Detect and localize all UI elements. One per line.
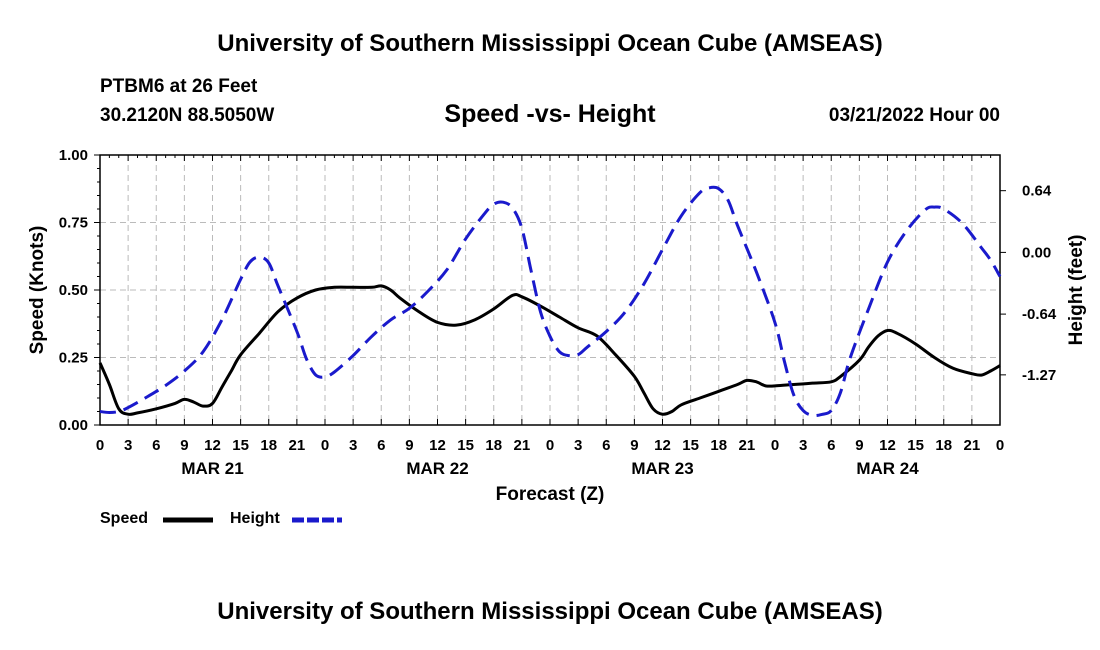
axes-layer: 0 3 6 9 12 15 18 21 0 3 6 9 12 15 18 21 0 3 6 9 12 15 18 21 0 3 6 9… [59, 147, 1057, 478]
x-tick-label: 12 [429, 437, 446, 454]
x-tick-label: 18 [485, 437, 502, 454]
x-tick-label: 18 [710, 437, 727, 454]
x-tick-label: 15 [907, 437, 924, 454]
x-tick-label: 18 [260, 437, 277, 454]
x-tick-label: 12 [879, 437, 896, 454]
y-left-tick-label: 1.00 [59, 147, 88, 164]
y-left-tick-label: 0.00 [59, 417, 88, 434]
day-label: MAR 24 [856, 459, 919, 478]
day-label: MAR 21 [181, 459, 243, 478]
x-tick-label: 3 [349, 437, 357, 454]
x-tick-label: 21 [964, 437, 981, 454]
x-tick-label: 21 [739, 437, 756, 454]
y-axis-label-left: Speed (Knots) [27, 226, 48, 355]
y-axis-label-right: Height (feet) [1066, 235, 1087, 346]
chart-title: Speed -vs- Height [444, 100, 656, 128]
x-tick-label: 3 [124, 437, 132, 454]
x-tick-label: 6 [377, 437, 385, 454]
x-tick-label: 0 [771, 437, 779, 454]
y-left-tick-label: 0.50 [59, 282, 88, 299]
x-tick-label: 12 [204, 437, 221, 454]
x-tick-label: 15 [457, 437, 474, 454]
x-tick-label: 6 [602, 437, 610, 454]
x-tick-label: 21 [289, 437, 306, 454]
footer-title: University of Southern Mississippi Ocean… [217, 598, 883, 625]
y-left-tick-label: 0.75 [59, 215, 88, 232]
x-tick-label: 9 [405, 437, 413, 454]
x-tick-label: 0 [321, 437, 329, 454]
y-right-tick-label: -0.64 [1022, 306, 1057, 323]
height-series-line [99, 185, 1002, 418]
legend-height-label: Height [230, 510, 280, 527]
speed-series-line [98, 284, 1001, 416]
x-tick-label: 21 [514, 437, 531, 454]
day-label: MAR 22 [406, 459, 468, 478]
y-right-tick-label: 0.64 [1022, 183, 1052, 200]
x-tick-label: 3 [799, 437, 807, 454]
y-right-tick-label: -1.27 [1022, 367, 1056, 384]
x-tick-label: 6 [827, 437, 835, 454]
legend-speed-label: Speed [100, 510, 149, 527]
station-coordinates: 30.2120N 88.5050W [100, 105, 275, 126]
station-label: PTBM6 at 26 Feet [100, 76, 258, 97]
forecast-datetime: 03/21/2022 Hour 00 [828, 105, 1000, 126]
main-title: University of Southern Mississippi Ocean… [217, 30, 883, 57]
x-tick-label: 15 [682, 437, 699, 454]
grid-layer [100, 155, 1000, 425]
x-axis-label: Forecast (Z) [496, 484, 605, 505]
x-tick-label: 18 [935, 437, 952, 454]
x-tick-label: 15 [232, 437, 249, 454]
day-label: MAR 23 [631, 459, 693, 478]
x-tick-label: 0 [546, 437, 554, 454]
series-layer [98, 185, 1002, 418]
y-left-tick-label: 0.25 [59, 350, 88, 367]
x-tick-label: 9 [855, 437, 863, 454]
x-tick-label: 0 [996, 437, 1004, 454]
x-tick-label: 9 [630, 437, 638, 454]
x-tick-label: 9 [180, 437, 188, 454]
y-right-tick-label: 0.00 [1022, 244, 1051, 261]
x-tick-label: 12 [654, 437, 671, 454]
x-tick-label: 0 [96, 437, 104, 454]
x-tick-label: 6 [152, 437, 160, 454]
x-tick-label: 3 [574, 437, 582, 454]
